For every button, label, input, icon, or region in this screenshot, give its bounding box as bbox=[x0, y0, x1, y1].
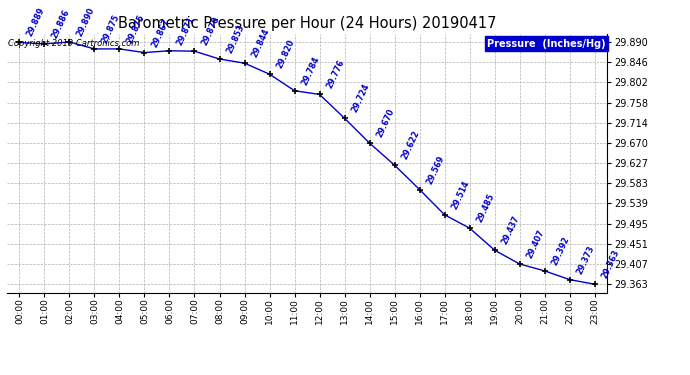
Text: 29.776: 29.776 bbox=[325, 58, 346, 90]
Text: 29.485: 29.485 bbox=[475, 192, 496, 224]
Text: Pressure  (Inches/Hg): Pressure (Inches/Hg) bbox=[487, 39, 606, 49]
Text: 29.889: 29.889 bbox=[25, 6, 46, 38]
Text: 29.363: 29.363 bbox=[600, 248, 622, 280]
Text: 29.890: 29.890 bbox=[75, 6, 96, 38]
Text: 29.373: 29.373 bbox=[575, 244, 596, 276]
Text: Copyright 2019 Cartronics.com: Copyright 2019 Cartronics.com bbox=[8, 39, 139, 48]
Text: 29.622: 29.622 bbox=[400, 129, 422, 161]
Text: 29.724: 29.724 bbox=[350, 82, 371, 114]
Text: 29.670: 29.670 bbox=[375, 107, 396, 139]
Text: 29.867: 29.867 bbox=[150, 16, 171, 48]
Text: 29.569: 29.569 bbox=[425, 154, 446, 185]
Text: 29.844: 29.844 bbox=[250, 27, 271, 59]
Text: 29.870: 29.870 bbox=[200, 15, 221, 47]
Text: 29.875: 29.875 bbox=[100, 13, 121, 45]
Text: 29.514: 29.514 bbox=[450, 179, 471, 211]
Text: 29.392: 29.392 bbox=[550, 235, 571, 267]
Text: 29.784: 29.784 bbox=[300, 55, 322, 87]
Text: 29.407: 29.407 bbox=[525, 228, 546, 260]
Text: 29.871: 29.871 bbox=[175, 15, 196, 46]
Text: 29.820: 29.820 bbox=[275, 38, 296, 70]
Title: Barometric Pressure per Hour (24 Hours) 20190417: Barometric Pressure per Hour (24 Hours) … bbox=[118, 16, 496, 31]
Text: 29.875: 29.875 bbox=[125, 13, 146, 45]
Text: 29.853: 29.853 bbox=[225, 23, 246, 55]
Text: 29.437: 29.437 bbox=[500, 214, 522, 246]
Text: 29.886: 29.886 bbox=[50, 8, 71, 40]
